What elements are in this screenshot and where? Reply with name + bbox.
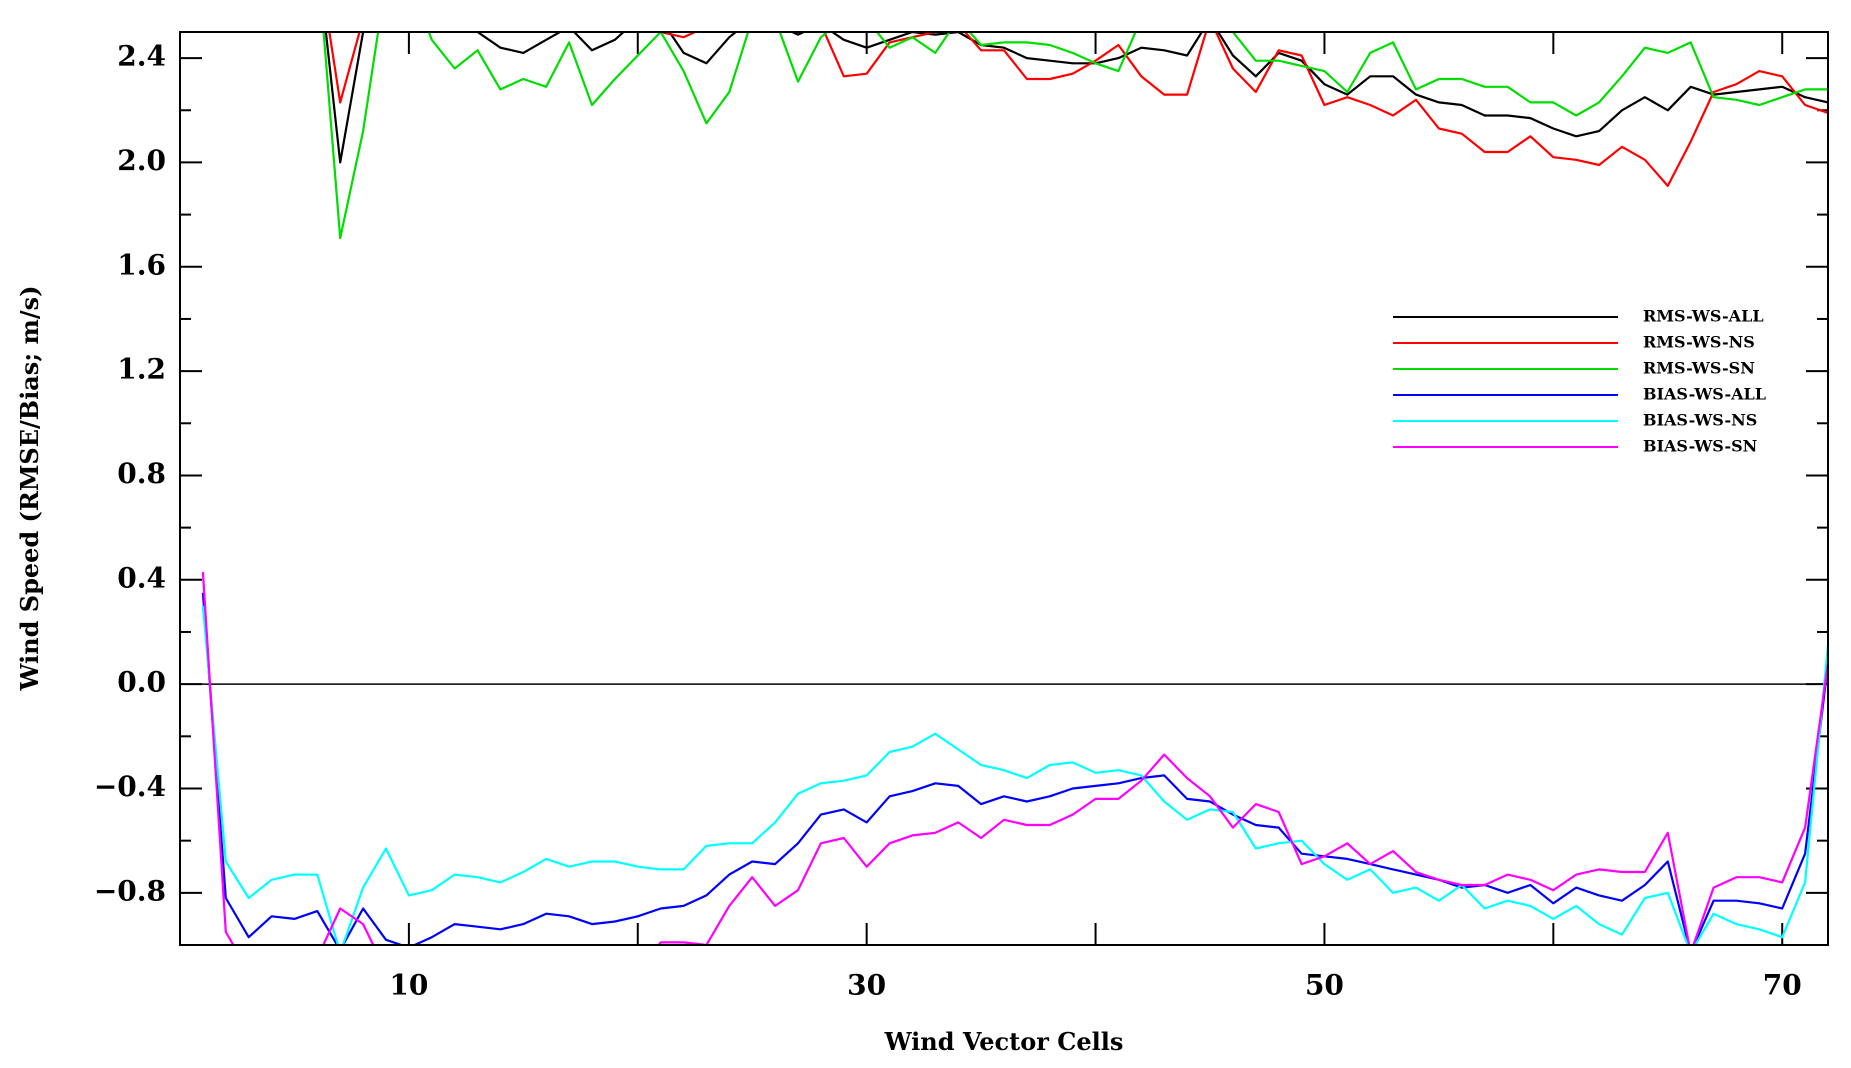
y-tick-label: 0.0: [117, 666, 166, 699]
legend-label: BIAS-WS-SN: [1643, 437, 1757, 456]
y-tick-label: 1.6: [117, 248, 166, 281]
data-line: [201, 571, 1828, 945]
data-line: [328, 32, 1828, 187]
y-tick-label: 2.4: [117, 40, 166, 73]
y-tick-label: 0.8: [117, 457, 166, 490]
y-tick-label: 2.0: [117, 144, 166, 177]
y-tick-label: −0.8: [94, 874, 166, 907]
plot-area: [201, 32, 1828, 945]
legend-label: BIAS-WS-ALL: [1643, 385, 1766, 404]
legend-label: RMS-WS-NS: [1643, 333, 1755, 352]
x-tick-label: 50: [1305, 969, 1344, 1002]
legend-label: RMS-WS-ALL: [1643, 307, 1764, 326]
legend-label: BIAS-WS-NS: [1643, 411, 1757, 430]
plot-frame: [179, 31, 1829, 946]
data-line: [322, 32, 1828, 240]
x-tick-label: 70: [1763, 969, 1802, 1002]
y-tick-label: 1.2: [117, 353, 166, 386]
data-line: [201, 605, 1828, 945]
data-line: [324, 32, 1828, 164]
x-tick-label: 10: [389, 969, 428, 1002]
x-axis-title: Wind Vector Cells: [884, 1027, 1124, 1056]
legend: RMS-WS-ALL RMS-WS-NS RMS-WS-SN BIAS-WS-ALL B…: [1393, 307, 1766, 456]
y-tick-label: −0.4: [94, 770, 166, 803]
y-axis-title: Wind Speed (RMSE/Bias; m/s): [15, 286, 44, 692]
y-tick-label: 0.4: [117, 561, 166, 594]
x-tick-label: 30: [847, 969, 886, 1002]
legend-label: RMS-WS-SN: [1643, 359, 1755, 378]
axes: −0.8 −0.4 0.0 0.4 0.8 1.2 1.6 2.0 2.4 10 30 50 70: [94, 32, 1828, 1002]
data-line: [201, 592, 1828, 945]
